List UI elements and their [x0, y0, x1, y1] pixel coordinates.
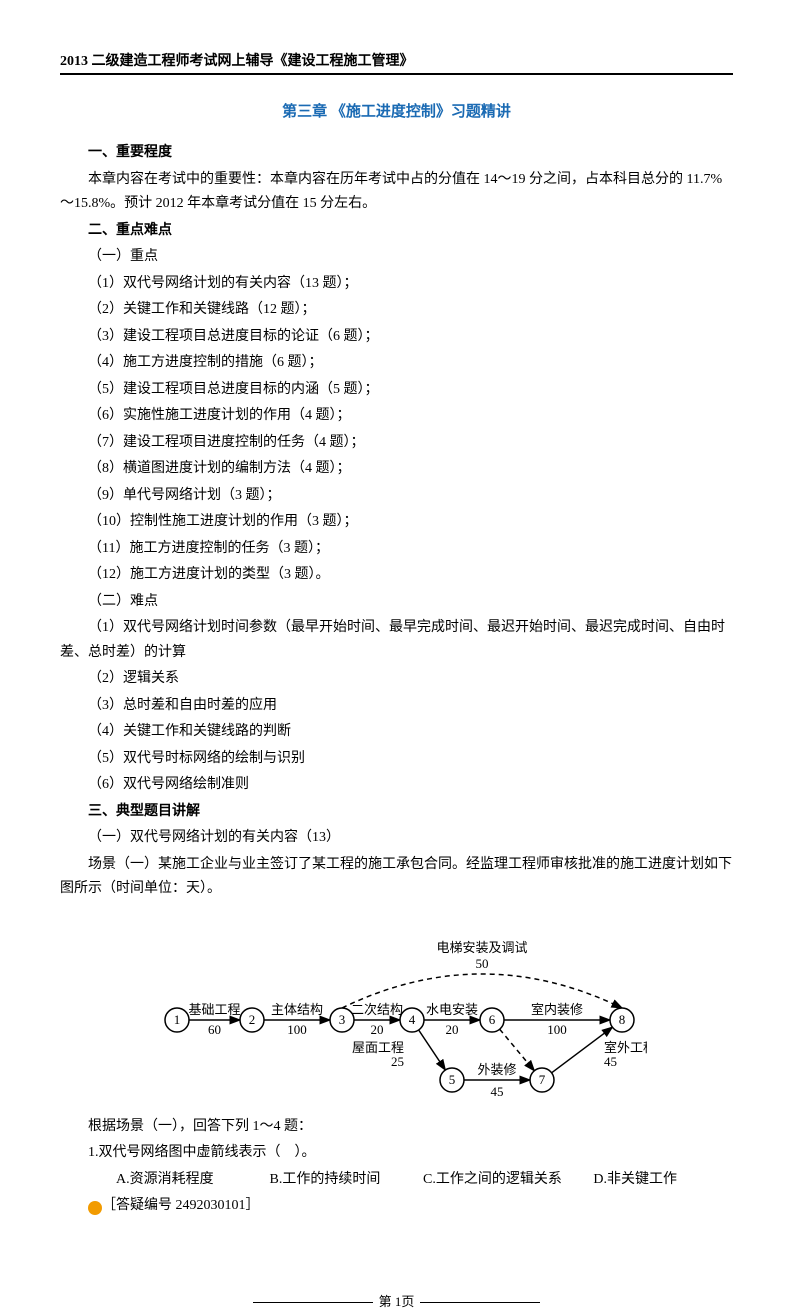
svg-text:2: 2: [248, 1012, 255, 1027]
svg-text:6: 6: [488, 1012, 495, 1027]
q1-options: A.资源消耗程度 B.工作的持续时间 C.工作之间的逻辑关系 D.非关键工作: [60, 1168, 733, 1193]
s2a-item: （7）建设工程项目进度控制的任务（4 题）；: [60, 431, 733, 456]
svg-text:屋面工程: 屋面工程: [351, 1040, 403, 1055]
s2a-item: （9）单代号网络计划（3 题）；: [60, 484, 733, 509]
section3-heading: 三、典型题目讲解: [60, 800, 733, 825]
chapter-title: 第三章 《施工进度控制》习题精讲: [60, 100, 733, 121]
s2a-item: （8）横道图进度计划的编制方法（4 题）；: [60, 457, 733, 482]
s2b-item-text: （1）双代号网络计划时间参数（最早开始时间、最早完成时间、最迟开始时间、最迟完成…: [60, 620, 725, 660]
svg-text:7: 7: [538, 1072, 545, 1087]
svg-text:25: 25: [391, 1054, 404, 1069]
section3-subheading: （一）双代号网络计划的有关内容（13）: [60, 826, 733, 851]
svg-text:室内装修: 室内装修: [530, 1002, 582, 1017]
svg-text:基础工程: 基础工程: [188, 1002, 240, 1017]
footer-text: 第 1页: [379, 1294, 415, 1309]
network-svg: 电梯安装及调试50 基础工程 60 主体结构 100 二次结构 20 水电安装 20 室内装修 10…: [147, 920, 647, 1100]
s2a-item: （11）施工方进度控制的任务（3 题）；: [60, 537, 733, 562]
section3-scenario: 场景（一）某施工企业与业主签订了某工程的施工承包合同。经监理工程师审核批准的施工…: [60, 853, 733, 902]
svg-text:50: 50: [475, 956, 488, 971]
q1-opt-b: B.工作的持续时间: [242, 1168, 392, 1193]
q1-opt-d: D.非关键工作: [565, 1168, 677, 1193]
s2a-item: （4）施工方进度控制的措施（6 题）；: [60, 351, 733, 376]
q1-opt-c: C.工作之间的逻辑关系: [395, 1168, 562, 1193]
svg-text:主体结构: 主体结构: [270, 1002, 322, 1017]
svg-text:20: 20: [370, 1022, 383, 1037]
s2b-item: （3）总时差和自由时差的应用: [60, 694, 733, 719]
questions-intro: 根据场景（一），回答下列 1～4 题：: [60, 1115, 733, 1140]
svg-text:室外工程: 室外工程: [604, 1040, 647, 1055]
svg-text:水电安装: 水电安装: [425, 1002, 477, 1017]
section2-a-title: （一）重点: [60, 245, 733, 270]
svg-text:二次结构: 二次结构: [350, 1002, 402, 1017]
svg-text:100: 100: [547, 1022, 567, 1037]
s2a-item: （2）关键工作和关键线路（12 题）；: [60, 298, 733, 323]
page-footer: 第 1页: [0, 1291, 793, 1310]
s2b-item: （1）双代号网络计划时间参数（最早开始时间、最早完成时间、最迟开始时间、最迟完成…: [60, 616, 733, 665]
question-icon: ?: [88, 1201, 102, 1215]
s2a-item: （1）双代号网络计划的有关内容（13 题）；: [60, 272, 733, 297]
svg-text:外装修: 外装修: [477, 1062, 516, 1077]
s2b-item: （5）双代号时标网络的绘制与识别: [60, 747, 733, 772]
q1-opt-a: A.资源消耗程度: [88, 1168, 238, 1193]
s2b-item: （6）双代号网络绘制准则: [60, 773, 733, 798]
network-diagram: 电梯安装及调试50 基础工程 60 主体结构 100 二次结构 20 水电安装 20 室内装修 10…: [60, 920, 733, 1105]
s2b-item: （4）关键工作和关键线路的判断: [60, 720, 733, 745]
svg-text:8: 8: [618, 1012, 625, 1027]
q1-answer-id: ［答疑编号 2492030101］: [102, 1198, 260, 1213]
svg-text:100: 100: [287, 1022, 307, 1037]
s2a-item: （10）控制性施工进度计划的作用（3 题）；: [60, 510, 733, 535]
s2a-item: （6）实施性施工进度计划的作用（4 题）；: [60, 404, 733, 429]
s2a-item: （5）建设工程项目总进度目标的内涵（5 题）；: [60, 378, 733, 403]
section2-b-title: （二）难点: [60, 590, 733, 615]
section1-body: 本章内容在考试中的重要性：本章内容在历年考试中占的分值在 14～19 分之间，占…: [60, 168, 733, 217]
svg-text:60: 60: [208, 1022, 221, 1037]
q1-stem: 1.双代号网络图中虚箭线表示（ ）。: [60, 1141, 733, 1166]
s2a-item: （12）施工方进度计划的类型（3 题）。: [60, 563, 733, 588]
s2b-item: （2）逻辑关系: [60, 667, 733, 692]
section2-heading: 二、重点难点: [60, 219, 733, 244]
svg-text:45: 45: [604, 1054, 617, 1069]
svg-text:5: 5: [448, 1072, 455, 1087]
svg-text:45: 45: [490, 1084, 503, 1099]
s2a-item: （3）建设工程项目总进度目标的论证（6 题）；: [60, 325, 733, 350]
q1-answer-id-row: ?［答疑编号 2492030101］: [60, 1194, 733, 1219]
section1-heading: 一、重要程度: [60, 141, 733, 166]
svg-text:电梯安装及调试: 电梯安装及调试: [436, 940, 527, 955]
svg-text:4: 4: [408, 1012, 415, 1027]
svg-text:20: 20: [445, 1022, 458, 1037]
svg-text:1: 1: [173, 1012, 180, 1027]
doc-header: 2013 二级建造工程师考试网上辅导《建设工程施工管理》: [60, 50, 733, 75]
svg-text:3: 3: [338, 1012, 345, 1027]
